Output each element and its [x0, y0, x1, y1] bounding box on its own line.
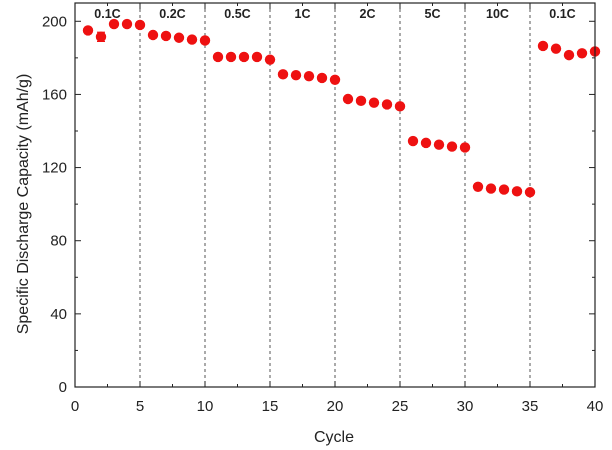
data-point — [485, 183, 497, 194]
rate-label: 1C — [295, 7, 311, 21]
data-point — [251, 51, 263, 63]
data-point — [446, 141, 458, 152]
data-point — [238, 51, 250, 63]
data-point — [160, 30, 172, 42]
data-point — [108, 18, 120, 30]
rate-label: 5C — [425, 7, 441, 21]
data-point — [134, 19, 146, 31]
rate-label: 0.5C — [224, 7, 250, 21]
data-point — [459, 142, 471, 153]
data-point — [186, 34, 198, 45]
x-tick-label: 35 — [522, 398, 539, 415]
data-point — [290, 70, 302, 81]
data-point — [303, 70, 315, 82]
data-point — [563, 49, 575, 61]
data-point — [342, 93, 354, 105]
data-point — [225, 51, 237, 63]
data-point — [147, 29, 159, 41]
data-point — [82, 25, 94, 36]
y-axis-ticks: 0 40 80 120 160 200 — [42, 13, 595, 396]
segment-separators — [139, 3, 531, 387]
data-point — [472, 181, 484, 192]
data-point — [355, 95, 367, 107]
x-tick-label: 30 — [457, 398, 474, 415]
data-point — [264, 54, 276, 65]
x-tick-label: 40 — [587, 398, 604, 415]
data-point — [277, 69, 289, 80]
x-tick-label: 20 — [327, 398, 344, 415]
x-tick-label: 0 — [71, 398, 79, 415]
data-point — [212, 51, 224, 63]
rate-label: 10C — [486, 7, 509, 21]
plot-frame — [74, 2, 596, 388]
y-tick-label: 40 — [50, 306, 67, 323]
y-tick-label: 160 — [42, 86, 67, 103]
rate-label: 0.1C — [549, 7, 575, 21]
data-point — [511, 186, 523, 197]
y-axis-title: Specific Discharge Capacity (mAh/g) — [15, 74, 32, 335]
data-point — [407, 135, 419, 147]
x-axis-ticks: 0 5 10 15 20 25 30 35 40 — [71, 3, 604, 415]
data-point — [381, 99, 393, 110]
x-tick-label: 15 — [262, 398, 279, 415]
data-point — [498, 184, 510, 195]
data-point — [199, 35, 211, 46]
data-point — [121, 18, 133, 30]
data-points — [82, 18, 601, 198]
data-point — [433, 139, 445, 150]
x-axis-title: Cycle — [314, 429, 354, 446]
data-point — [95, 31, 107, 43]
data-point — [329, 74, 341, 86]
data-point — [550, 43, 562, 54]
x-tick-label: 5 — [136, 398, 144, 415]
x-tick-label: 10 — [197, 398, 214, 415]
rate-label: 2C — [360, 7, 376, 21]
y-tick-label: 120 — [42, 160, 67, 177]
rate-label: 0.1C — [94, 7, 120, 21]
x-tick-label: 25 — [392, 398, 409, 415]
data-point — [537, 40, 549, 52]
data-point — [394, 101, 406, 112]
rate-labels: 0.1C 0.2C 0.5C 1C 2C 5C 10C 0.1C — [94, 7, 575, 21]
y-tick-label: 200 — [42, 13, 67, 30]
rate-label: 0.2C — [159, 7, 185, 21]
data-point — [576, 48, 588, 59]
data-point — [420, 137, 432, 149]
y-tick-label: 80 — [50, 233, 67, 250]
data-point — [316, 72, 328, 84]
data-point — [173, 32, 185, 43]
data-point — [524, 187, 536, 198]
data-point — [368, 97, 380, 108]
y-tick-label: 0 — [59, 379, 67, 396]
